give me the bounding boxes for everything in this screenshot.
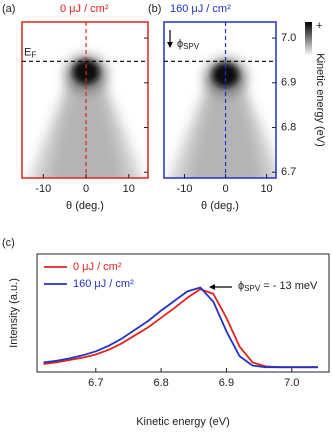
annotation-sub: SPV xyxy=(183,42,200,51)
annotation: ϕSPV xyxy=(177,38,200,51)
panel-label: (b) xyxy=(148,3,161,15)
y-tick-label: 6.7 xyxy=(281,166,296,178)
y-axis-label: Kinetic energy (eV) xyxy=(314,53,326,147)
panel-label: (a) xyxy=(2,3,15,15)
shift-arrowhead xyxy=(167,42,173,48)
panel-title: 160 μJ / cm² xyxy=(170,3,231,15)
annotation-main: ϕ xyxy=(177,38,183,50)
x-tick-label: 6.9 xyxy=(219,377,234,389)
x-axis-label: θ (deg.) xyxy=(201,200,239,212)
annotation-main: ϕ xyxy=(238,280,244,292)
annotation-sub: F xyxy=(31,50,36,59)
x-tick-label: 10 xyxy=(123,183,135,195)
x-tick-label: 10 xyxy=(260,183,272,195)
intensity-map xyxy=(170,59,276,178)
x-tick-label: 0 xyxy=(83,183,89,195)
dispersion-core xyxy=(187,75,264,178)
x-axis-label: θ (deg.) xyxy=(66,200,104,212)
plot-frame xyxy=(21,21,149,179)
x-tick-label: 0 xyxy=(222,183,228,195)
shift-arrowhead xyxy=(209,284,215,290)
series-line xyxy=(43,286,318,369)
x-tick-label: 6.7 xyxy=(88,377,103,389)
y-tick-label: 7.0 xyxy=(281,32,296,44)
x-tick-label: -10 xyxy=(177,183,193,195)
x-tick-label: 6.8 xyxy=(153,377,168,389)
dispersion-core xyxy=(48,72,124,178)
plot-frame xyxy=(36,253,330,373)
colorbar xyxy=(305,22,312,56)
annotation: EF xyxy=(24,46,36,59)
annotation: ϕSPV = - 13 meV xyxy=(238,280,318,293)
legend-label: 160 μJ / cm² xyxy=(73,278,134,290)
colorbar-label: - xyxy=(316,54,320,66)
legend-label: 0 μJ / cm² xyxy=(73,261,122,273)
x-tick-label: 7.0 xyxy=(284,377,299,389)
y-tick-label: 6.9 xyxy=(281,77,296,89)
colorbar-label: + xyxy=(316,20,322,32)
panel-title: 0 μJ / cm² xyxy=(60,3,109,15)
x-axis-label: Kinetic energy (eV) xyxy=(136,416,230,428)
y-axis-label: Intensity (a.u.) xyxy=(8,278,20,348)
annotation-main: E xyxy=(24,46,31,58)
plot-frame xyxy=(163,21,277,179)
panel-label: (c) xyxy=(2,237,15,249)
annotation-rest: = - 13 meV xyxy=(260,280,318,292)
y-tick-label: 6.8 xyxy=(281,121,296,133)
x-tick-label: -10 xyxy=(35,183,51,195)
annotation-sub: SPV xyxy=(244,284,261,293)
